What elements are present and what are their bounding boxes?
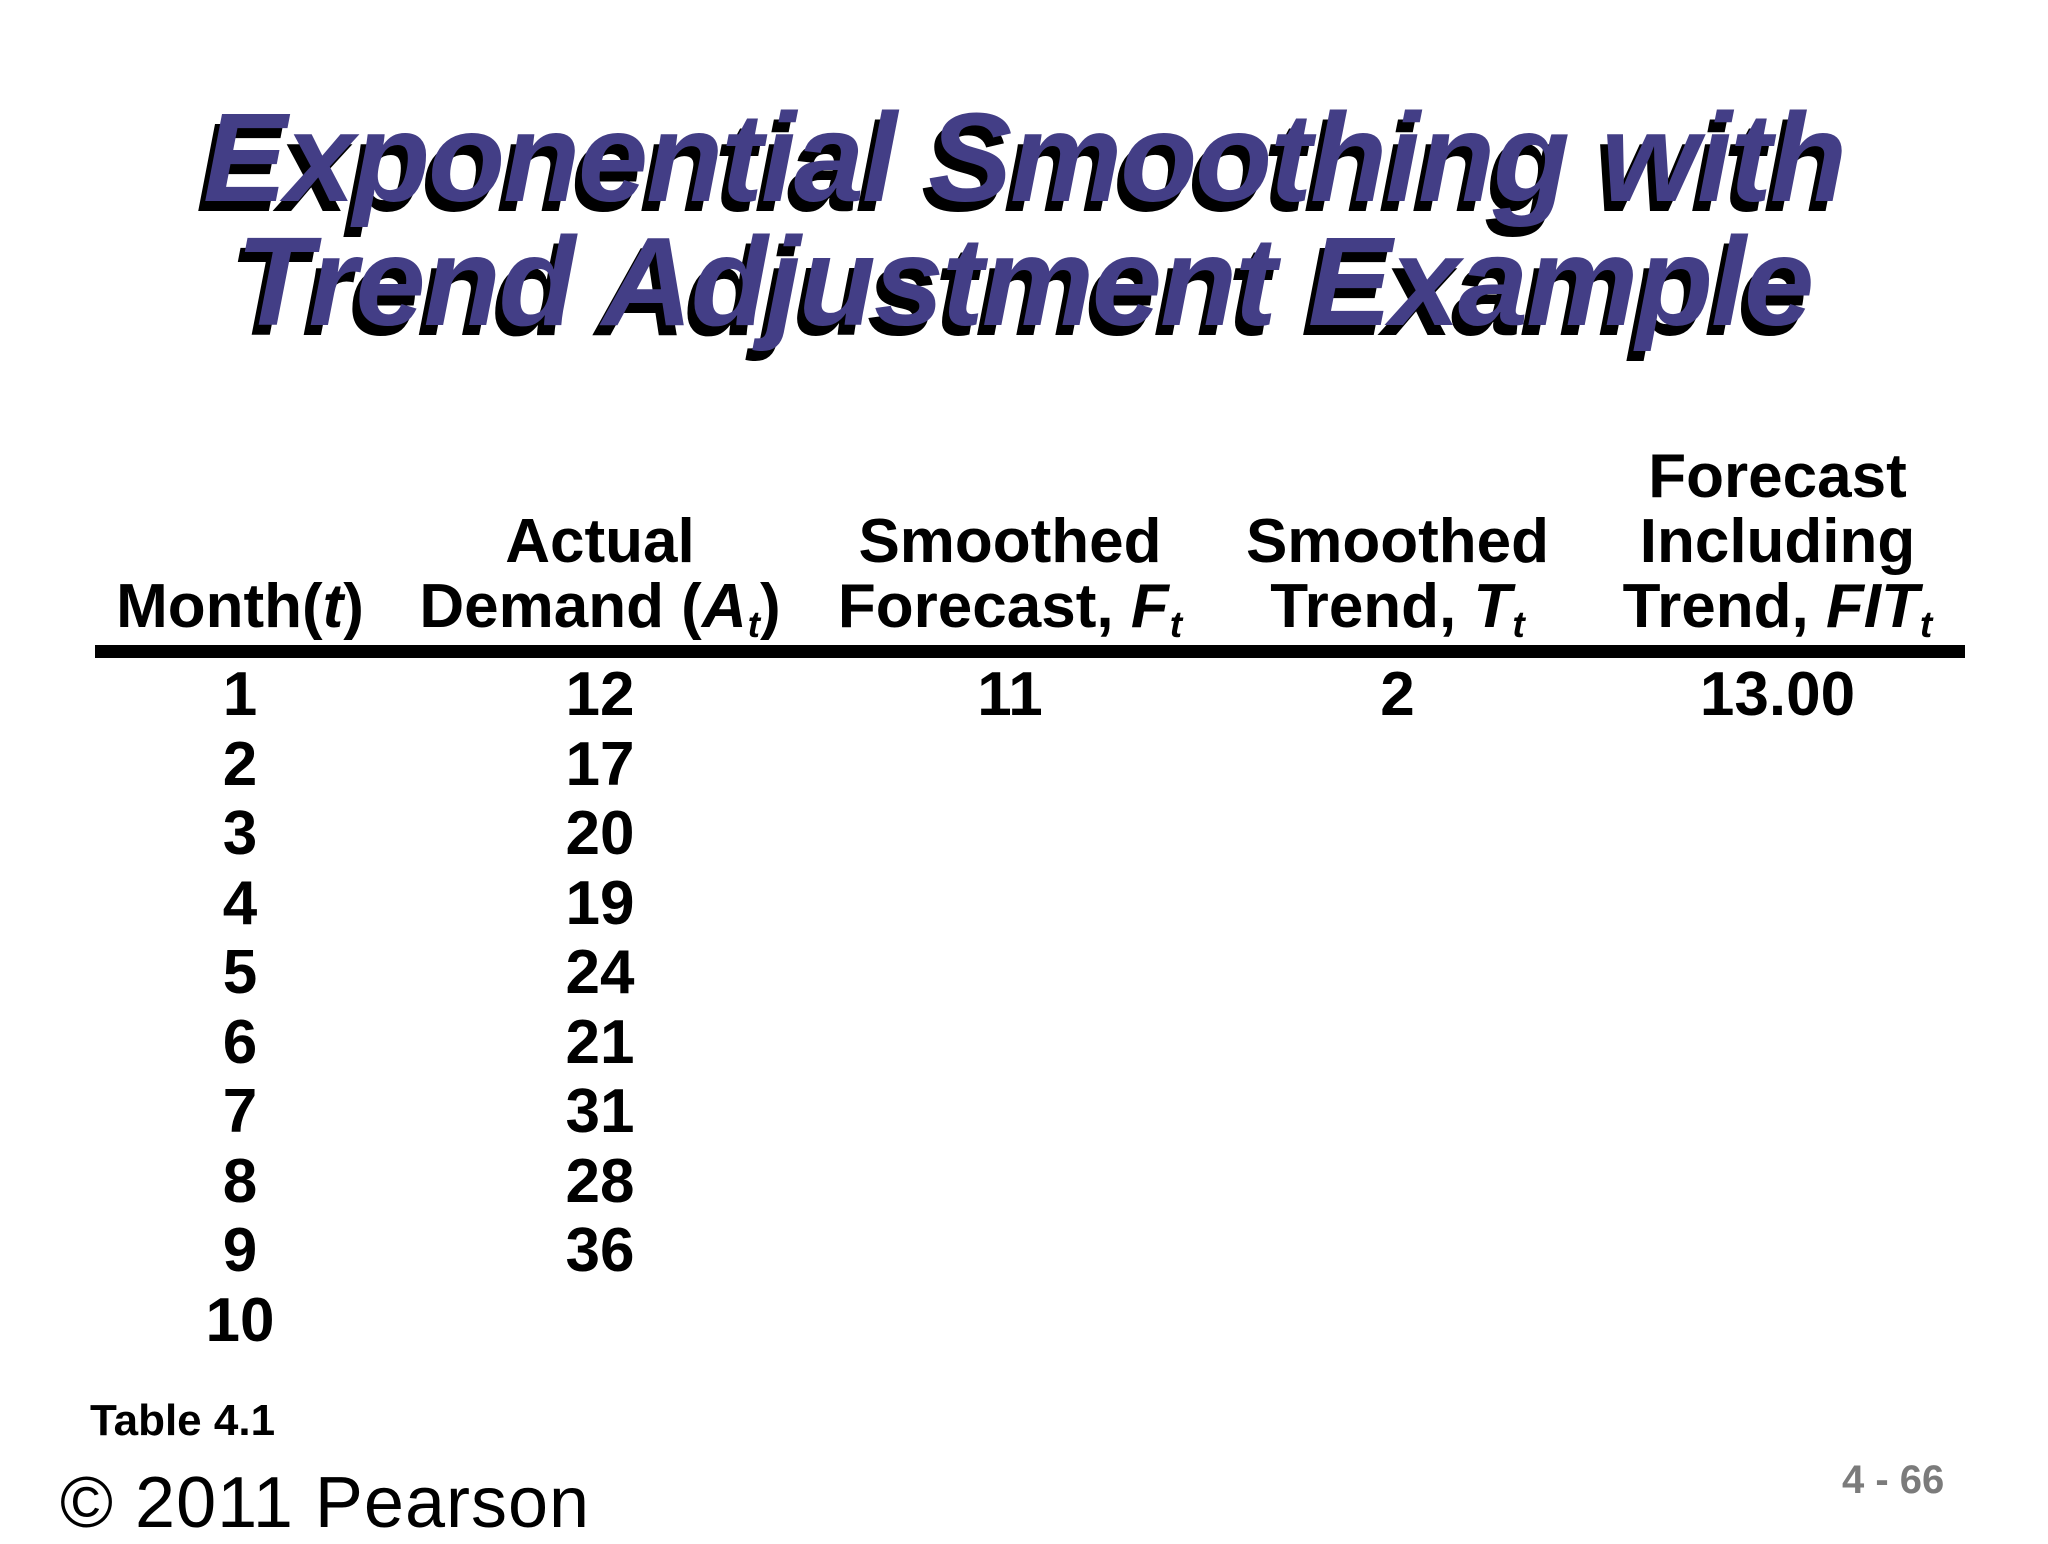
table-header-row: Month(t) Actual Demand (At) Smoothed For…: [95, 352, 1965, 658]
cell-fit: [1590, 1008, 1965, 1078]
header-actual-demand-line2: Demand (At): [419, 572, 781, 646]
table-row: 10: [95, 1286, 1965, 1356]
cell-forecast: [815, 1286, 1205, 1356]
cell-month: 8: [222, 1146, 258, 1216]
cell-fit: [1590, 1216, 1965, 1286]
cell-fit: [1590, 1286, 1965, 1356]
cell-demand: 21: [565, 1007, 635, 1077]
cell-month: 2: [222, 729, 258, 799]
cell-forecast: [815, 1216, 1205, 1286]
cell-fit: [1590, 730, 1965, 800]
slide-title-line-2: Trend Adjustment Example: [235, 211, 1814, 352]
cell-month: 4: [222, 868, 258, 938]
table-row: 6 21: [95, 1008, 1965, 1078]
copyright-text: © 2011 Pearson: [60, 1463, 591, 1543]
header-month-line: Month(t): [116, 572, 364, 641]
cell-forecast: [815, 799, 1205, 869]
cell-forecast: 11: [977, 660, 1043, 729]
cell-trend: [1205, 1286, 1590, 1356]
cell-forecast: [815, 938, 1205, 1008]
cell-trend: [1205, 730, 1590, 800]
cell-forecast: [815, 869, 1205, 939]
table-row: 5 24: [95, 938, 1965, 1008]
cell-month: 7: [222, 1077, 258, 1146]
cell-month: 6: [222, 1007, 258, 1077]
cell-month: 10: [205, 1285, 275, 1355]
slide-title-line-1: Exponential Smoothing with: [203, 87, 1847, 228]
cell-demand: 24: [565, 938, 635, 1007]
cell-forecast: [815, 730, 1205, 800]
cell-fit: 13.00: [1699, 660, 1856, 729]
page-number: 4 - 66: [1842, 1458, 1945, 1502]
header-month: Month(t): [95, 574, 385, 645]
table-row: 9 36: [95, 1216, 1965, 1286]
header-smoothed-trend-line1: Smoothed: [1245, 507, 1550, 576]
header-actual-demand-line1: Actual: [505, 507, 695, 576]
cell-trend: 2: [1380, 660, 1415, 729]
cell-month: 5: [222, 938, 258, 1007]
cell-trend: [1205, 869, 1590, 939]
table-row: 4 19: [95, 869, 1965, 939]
table-row: 2 17: [95, 730, 1965, 800]
header-smoothed-forecast-line1: Smoothed: [858, 507, 1162, 576]
cell-trend: [1205, 1147, 1590, 1217]
cell-demand: 31: [565, 1077, 635, 1146]
header-actual-demand: Actual Demand (At): [385, 509, 815, 645]
table-row: 8 28: [95, 1147, 1965, 1217]
cell-forecast: [815, 1008, 1205, 1078]
header-fit-line1: Forecast: [1648, 442, 1907, 511]
cell-month: 3: [222, 799, 258, 868]
cell-demand: 19: [565, 868, 635, 938]
header-smoothed-forecast: Smoothed Forecast, Ft: [815, 509, 1205, 645]
cell-fit: [1590, 938, 1965, 1008]
cell-fit: [1590, 799, 1965, 869]
cell-fit: [1590, 1077, 1965, 1147]
table-row: 1 12 11 2 13.00: [95, 660, 1965, 730]
cell-demand: 20: [565, 799, 635, 868]
cell-month: 9: [222, 1216, 258, 1285]
cell-trend: [1205, 1077, 1590, 1147]
header-forecast-including-trend: Forecast Including Trend, FITt: [1590, 444, 1965, 645]
cell-trend: [1205, 938, 1590, 1008]
header-fit-line2: Including: [1639, 507, 1916, 576]
header-smoothed-forecast-line2: Forecast, Ft: [837, 572, 1183, 646]
cell-demand: 17: [565, 729, 635, 799]
cell-trend: [1205, 799, 1590, 869]
cell-demand: 28: [565, 1146, 635, 1216]
table-label: Table 4.1: [90, 1396, 276, 1445]
cell-fit: [1590, 869, 1965, 939]
header-fit-line3: Trend, FITt: [1622, 572, 1933, 646]
table-row: 3 20: [95, 799, 1965, 869]
cell-demand: 36: [565, 1216, 635, 1285]
slide-title: Exponential Smoothing with Trend Adjustm…: [0, 87, 2048, 352]
header-smoothed-trend: Smoothed Trend, Tt: [1205, 509, 1590, 645]
cell-fit: [1590, 1147, 1965, 1217]
cell-forecast: [815, 1077, 1205, 1147]
cell-trend: [1205, 1008, 1590, 1078]
cell-forecast: [815, 1147, 1205, 1217]
cell-demand: 12: [565, 660, 635, 729]
header-smoothed-trend-line2: Trend, Tt: [1270, 572, 1525, 646]
cell-demand: [385, 1286, 815, 1356]
table-row: 7 31: [95, 1077, 1965, 1147]
cell-trend: [1205, 1216, 1590, 1286]
cell-month: 1: [222, 660, 258, 729]
table-body: 1 12 11 2 13.00 2 17 3 20 4 19 5 24 6 21…: [95, 660, 1965, 1355]
